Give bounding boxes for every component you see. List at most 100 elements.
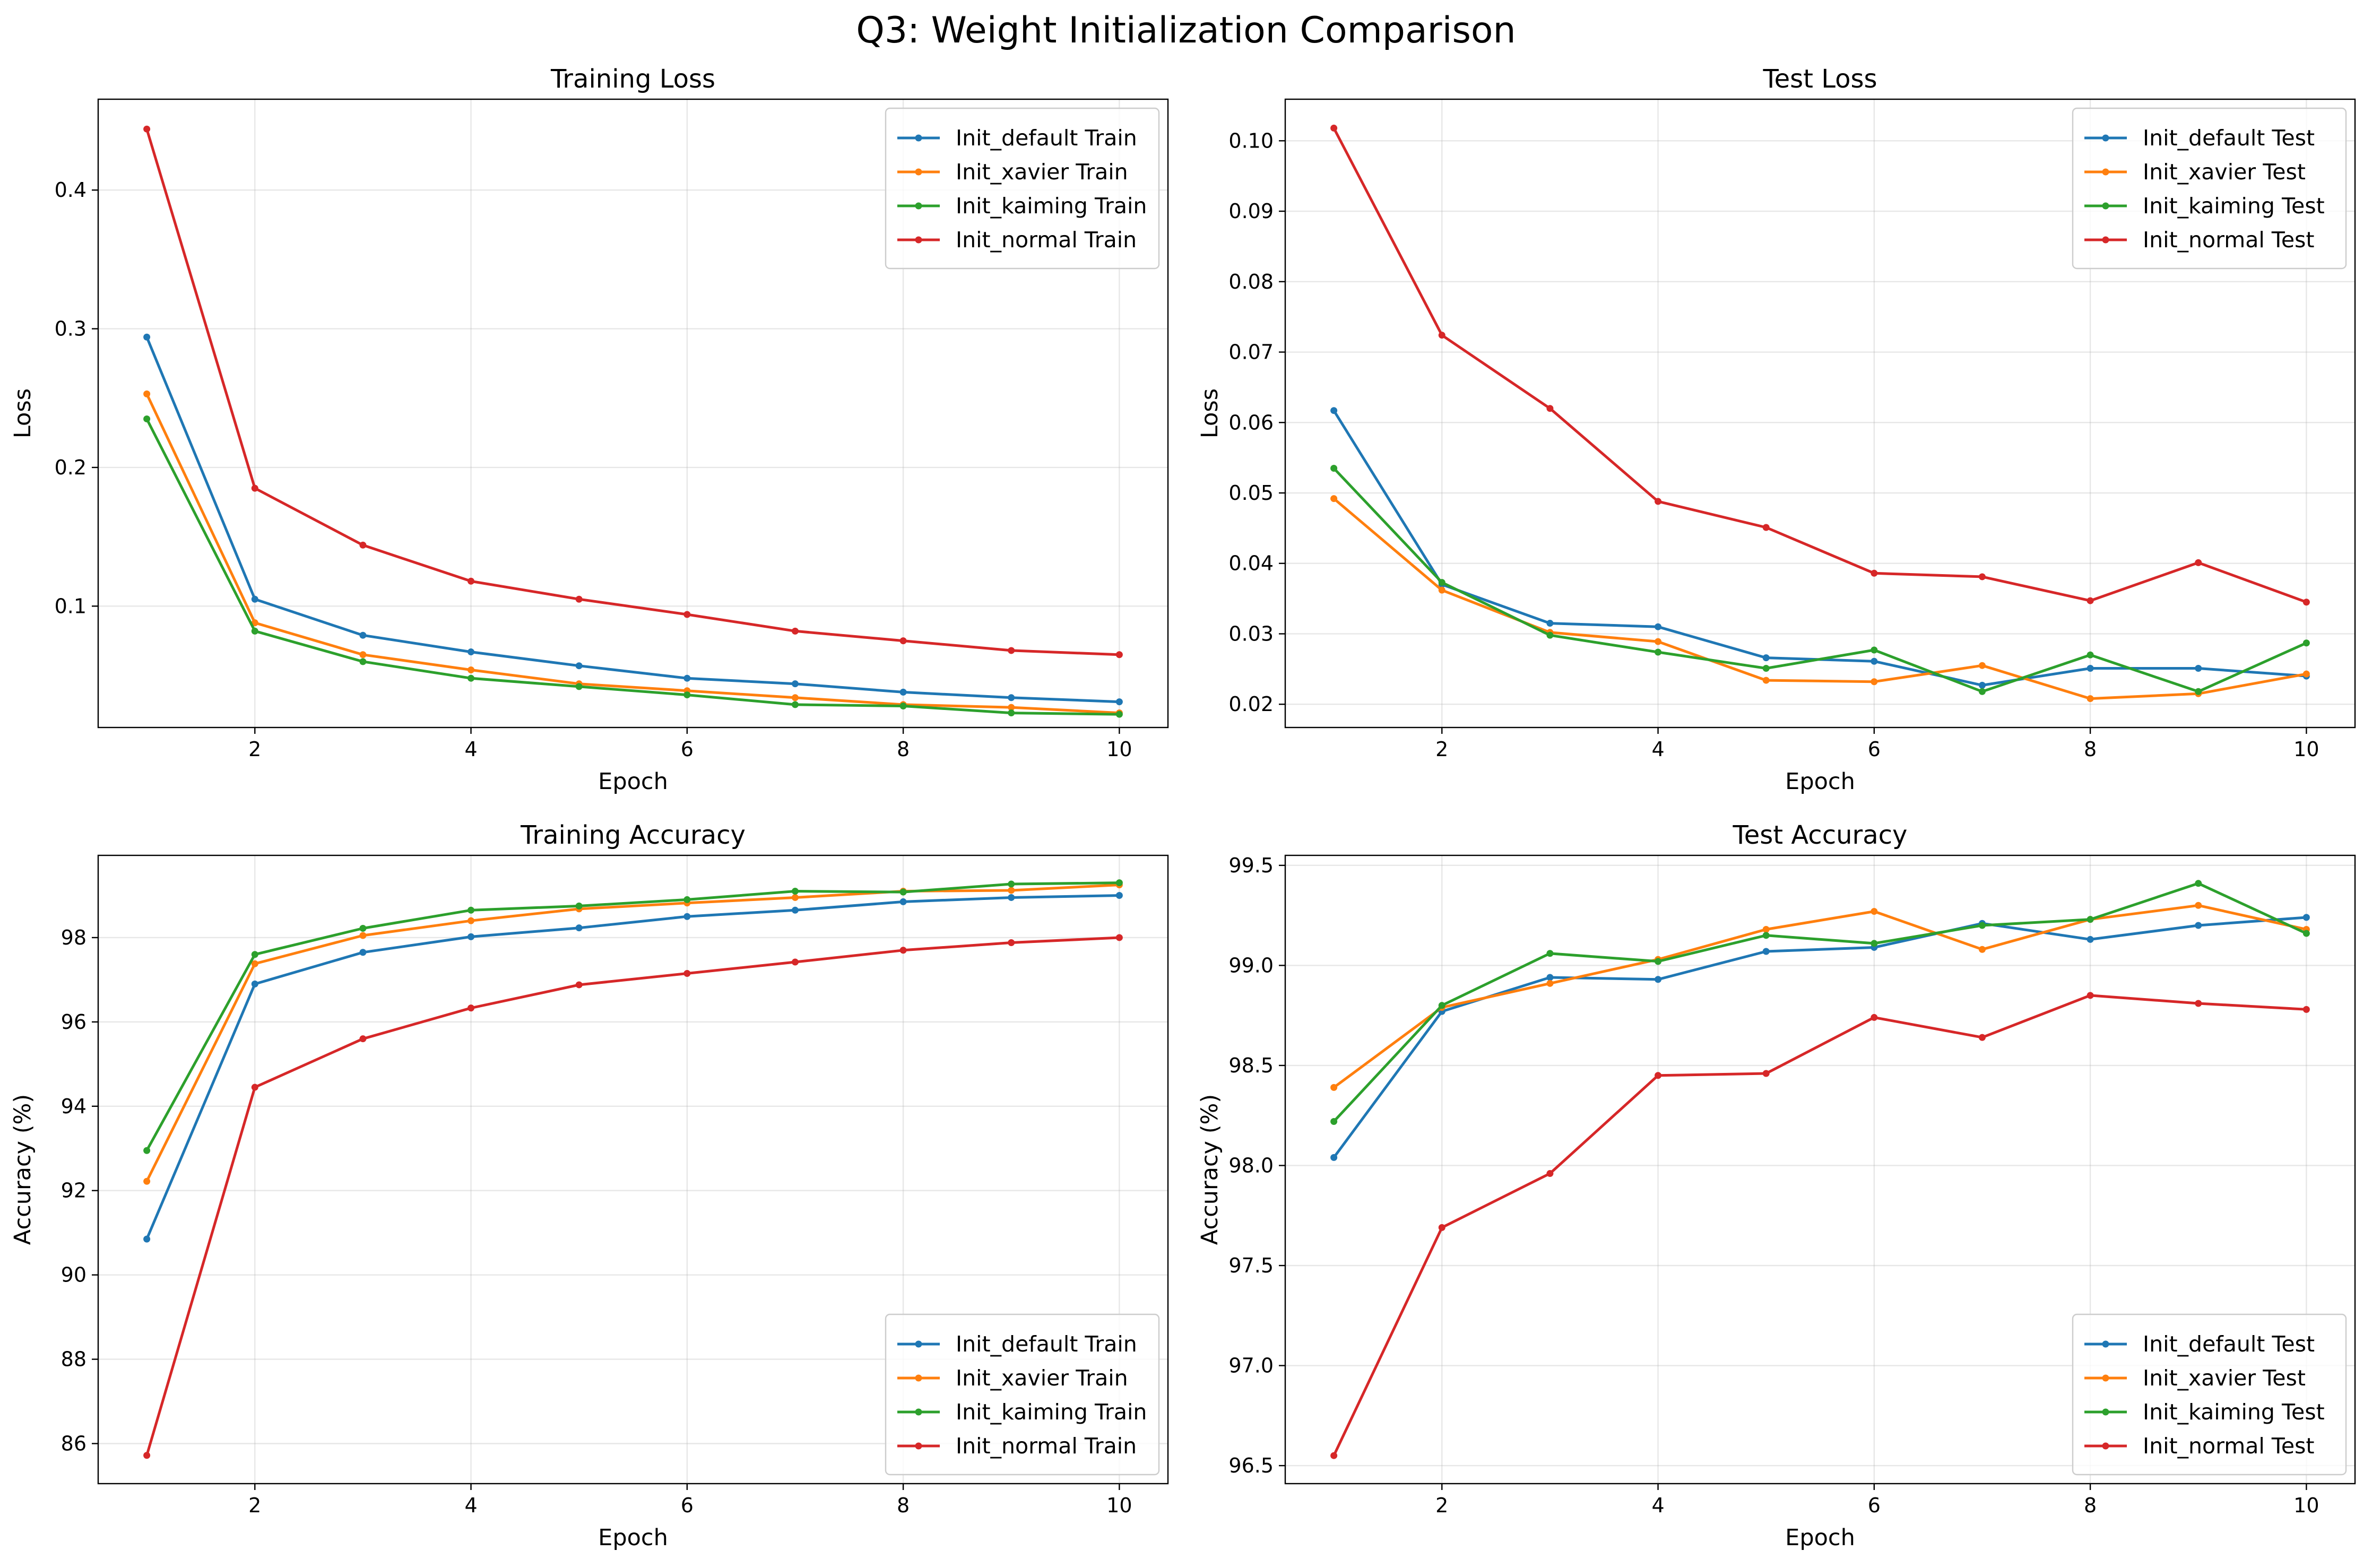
data-point bbox=[575, 595, 583, 603]
chart-panel-0: 2 4 6 8 10 0.1 0.2 0.3 0.4 Training Loss Epoch Loss… bbox=[10, 64, 1169, 795]
data-point bbox=[468, 666, 475, 674]
data-point bbox=[1655, 623, 1662, 630]
data-point bbox=[575, 924, 583, 932]
y-tick-label: 86 bbox=[61, 1432, 86, 1456]
x-tick-label: 2 bbox=[1435, 738, 1448, 761]
data-point bbox=[1762, 926, 1770, 933]
legend-label: Init_xavier Train bbox=[956, 159, 1128, 185]
chart-panel-1: 2 4 6 8 10 0.02 0.03 0.04 0.05 0.06 0.07 0.08 0.09 0.… bbox=[1197, 64, 2356, 795]
data-point bbox=[1762, 948, 1770, 955]
data-point bbox=[1115, 934, 1123, 941]
data-point bbox=[468, 577, 475, 585]
axes-frame bbox=[1284, 98, 2356, 729]
data-point bbox=[2302, 930, 2310, 937]
series-line-2 bbox=[145, 881, 1121, 1153]
data-point bbox=[1871, 657, 1878, 665]
y-tick-label: 98 bbox=[61, 926, 86, 949]
data-point bbox=[143, 390, 151, 397]
legend-marker bbox=[2102, 236, 2109, 244]
legend: Init_default Test Init_xavier Test Init_ka… bbox=[2072, 1313, 2347, 1476]
data-point bbox=[1978, 922, 1986, 929]
y-tick-label: 94 bbox=[61, 1095, 86, 1118]
legend-label: Init_xavier Train bbox=[956, 1365, 1128, 1391]
data-point bbox=[683, 611, 691, 618]
legend-marker bbox=[915, 134, 922, 142]
series-line-2 bbox=[145, 417, 1121, 716]
series-line-1 bbox=[145, 392, 1121, 715]
data-point bbox=[1978, 688, 1986, 695]
data-point bbox=[2302, 914, 2310, 921]
x-tick-label: 10 bbox=[2293, 738, 2319, 761]
data-point bbox=[251, 619, 258, 627]
data-point bbox=[143, 333, 151, 341]
data-point bbox=[1546, 620, 1554, 627]
data-point bbox=[791, 627, 799, 635]
y-tick-label: 98.0 bbox=[1228, 1154, 1274, 1177]
data-point bbox=[2302, 599, 2310, 606]
legend: Init_default Test Init_xavier Test Init_ka… bbox=[2072, 107, 2347, 270]
data-point bbox=[899, 888, 907, 896]
data-point bbox=[791, 894, 799, 901]
data-point bbox=[1115, 651, 1123, 659]
y-tick-label: 99.5 bbox=[1228, 854, 1274, 877]
legend-marker bbox=[2102, 202, 2109, 210]
data-point bbox=[1330, 124, 1338, 132]
data-point bbox=[1871, 1013, 1878, 1021]
y-axis-label: Loss bbox=[1197, 388, 1223, 438]
data-point bbox=[468, 674, 475, 682]
y-tick-label: 0.1 bbox=[55, 594, 86, 618]
data-point bbox=[359, 949, 367, 956]
legend-label: Init_default Train bbox=[956, 1331, 1137, 1357]
data-point bbox=[1330, 1084, 1338, 1091]
series-line-1 bbox=[1332, 904, 2308, 1089]
legend-label: Init_kaiming Test bbox=[2143, 1399, 2325, 1425]
chart-panel-2: 2 4 6 8 10 86 88 90 92 94 96 98 Training Accuracy Epo… bbox=[10, 820, 1169, 1551]
y-axis-label: Accuracy (%) bbox=[1197, 1094, 1223, 1245]
data-point bbox=[1655, 976, 1662, 983]
legend-marker bbox=[915, 202, 922, 210]
y-tick-label: 96 bbox=[61, 1010, 86, 1034]
data-point bbox=[1330, 1154, 1338, 1161]
data-point bbox=[1762, 932, 1770, 939]
legend-label: Init_kaiming Test bbox=[2143, 193, 2325, 219]
y-tick-label: 0.06 bbox=[1228, 411, 1274, 434]
data-point bbox=[1330, 495, 1338, 503]
x-tick-label: 8 bbox=[897, 1494, 910, 1517]
data-point bbox=[1008, 647, 1015, 654]
y-tick-label: 96.5 bbox=[1228, 1454, 1274, 1477]
y-tick-label: 0.03 bbox=[1228, 622, 1274, 645]
legend-marker bbox=[915, 236, 922, 244]
data-point bbox=[251, 1084, 258, 1091]
legend-label: Init_default Test bbox=[2143, 125, 2315, 151]
legend-marker bbox=[2102, 1340, 2109, 1348]
data-point bbox=[1330, 465, 1338, 472]
data-point bbox=[2087, 651, 2094, 659]
legend-marker bbox=[915, 168, 922, 176]
x-tick-label: 8 bbox=[2084, 738, 2097, 761]
data-point bbox=[791, 958, 799, 966]
data-point bbox=[1546, 631, 1554, 639]
legend-label: Init_default Test bbox=[2143, 1331, 2315, 1357]
data-point bbox=[1655, 1072, 1662, 1079]
y-tick-label: 0.08 bbox=[1228, 270, 1274, 293]
data-point bbox=[1871, 678, 1878, 686]
data-point bbox=[1330, 1452, 1338, 1459]
data-point bbox=[2087, 935, 2094, 943]
y-tick-label: 90 bbox=[61, 1263, 86, 1287]
x-tick-label: 10 bbox=[2293, 1494, 2319, 1517]
data-point bbox=[1655, 498, 1662, 505]
data-point bbox=[683, 969, 691, 977]
data-point bbox=[468, 648, 475, 656]
data-point bbox=[2087, 665, 2094, 672]
x-tick-label: 4 bbox=[1651, 738, 1664, 761]
data-point bbox=[359, 631, 367, 639]
x-tick-label: 6 bbox=[681, 1494, 694, 1517]
data-point bbox=[1008, 939, 1015, 946]
data-point bbox=[1762, 1070, 1770, 1077]
data-point bbox=[2195, 902, 2202, 909]
data-point bbox=[359, 924, 367, 932]
legend-marker bbox=[2102, 168, 2109, 176]
data-point bbox=[2087, 916, 2094, 923]
figure-title: Q3: Weight Initialization Comparison bbox=[856, 10, 1516, 51]
data-point bbox=[359, 651, 367, 659]
